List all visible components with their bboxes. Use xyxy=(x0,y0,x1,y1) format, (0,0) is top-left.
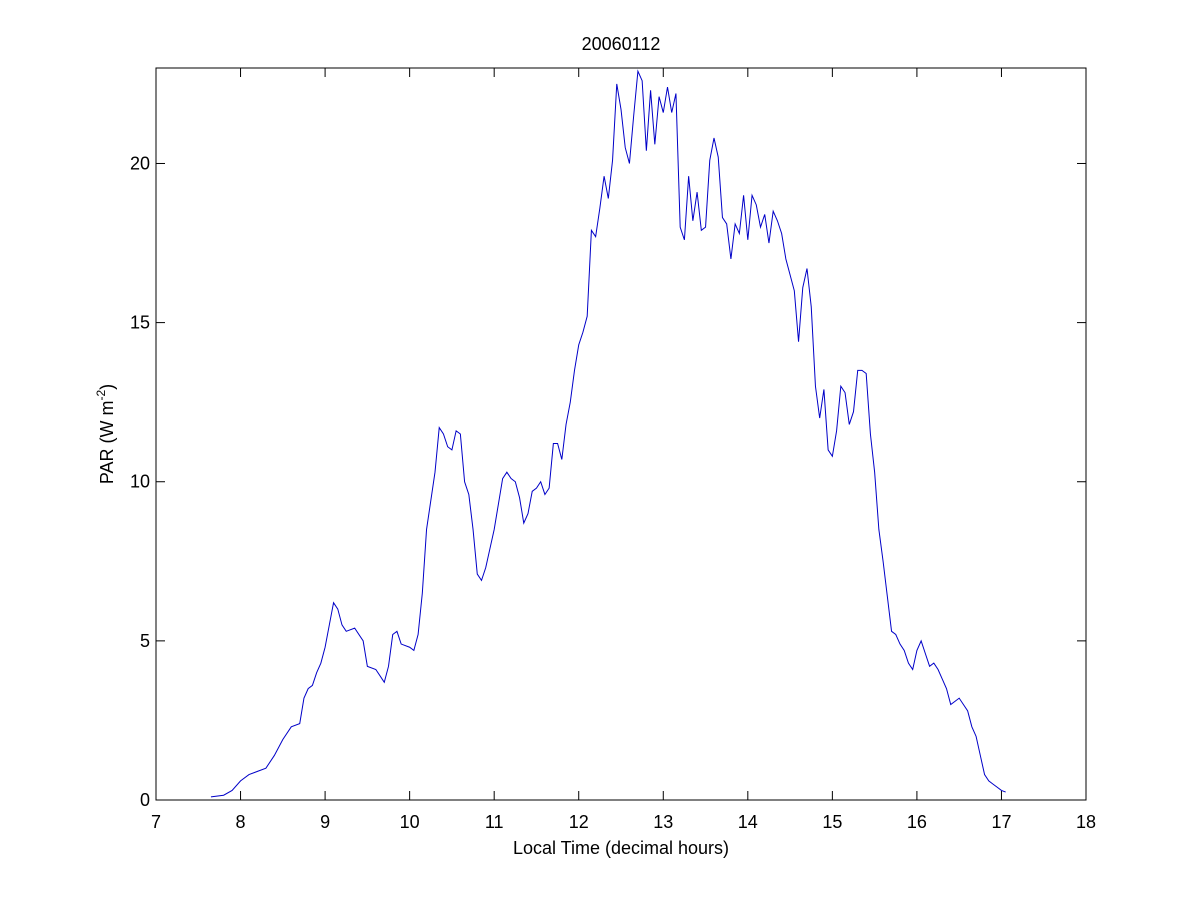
x-tick-label: 16 xyxy=(907,812,927,832)
x-tick-label: 11 xyxy=(485,812,504,832)
y-tick-label: 15 xyxy=(130,313,150,333)
plot-frame xyxy=(155,67,1087,801)
x-axis-label: Local Time (decimal hours) xyxy=(513,838,729,858)
y-tick-label: 10 xyxy=(130,472,150,492)
y-label-superscript: -2 xyxy=(94,390,108,401)
y-tick-label: 20 xyxy=(130,153,150,173)
x-tick-label: 17 xyxy=(991,812,1011,832)
y-tick-label: 5 xyxy=(140,631,150,651)
x-tick-label: 7 xyxy=(151,812,161,832)
y-label-end: ) xyxy=(97,384,117,390)
data-line xyxy=(210,69,1006,798)
x-tick-label: 9 xyxy=(320,812,330,832)
y-label-text: PAR (W m xyxy=(97,401,117,485)
y-axis-label: PAR (W m-2) xyxy=(94,384,117,484)
y-tick-label: 0 xyxy=(140,790,150,810)
x-tick-label: 10 xyxy=(400,812,420,832)
x-tick-label: 13 xyxy=(653,812,673,832)
x-tick-label: 8 xyxy=(236,812,246,832)
chart-title: 20060112 xyxy=(582,34,661,54)
x-tick-label: 15 xyxy=(822,812,842,832)
x-tick-label: 12 xyxy=(569,812,589,832)
x-tick-label: 14 xyxy=(738,812,758,832)
x-tick-label: 18 xyxy=(1076,812,1096,832)
